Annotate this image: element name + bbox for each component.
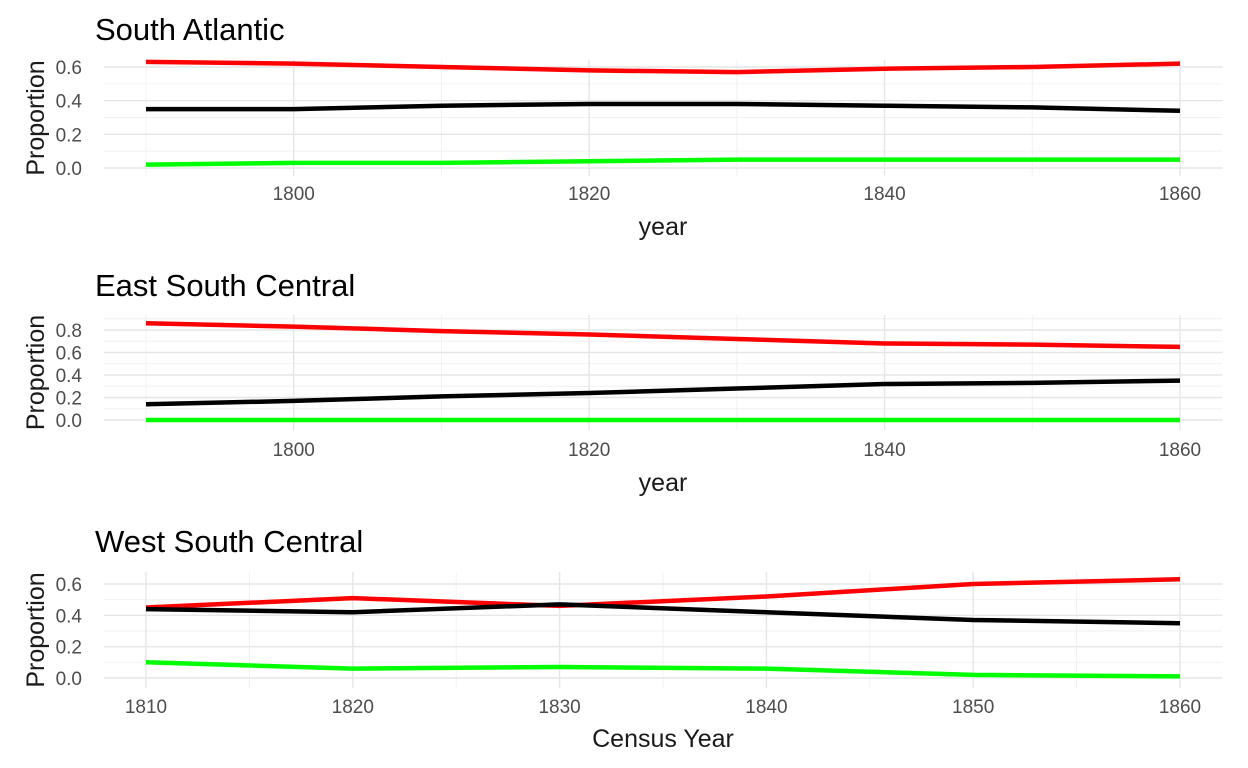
x-tick-label: 1840 (863, 184, 905, 205)
panel-title: West South Central (95, 524, 363, 559)
series-line-1 (145, 577, 1181, 610)
series-line-1 (145, 59, 1181, 75)
y-tick-label: 0.4 (56, 606, 83, 627)
series-line-3 (145, 660, 1181, 679)
x-tick-label: 1800 (273, 440, 315, 461)
y-axis-title: Proportion (22, 315, 50, 430)
x-tick-label: 1840 (863, 440, 905, 461)
x-tick-label: 1800 (273, 184, 315, 205)
x-tick-label: 1820 (568, 440, 610, 461)
x-tick-label: 1820 (332, 697, 374, 718)
x-tick-label: 1820 (568, 184, 610, 205)
series-line-3 (145, 157, 1180, 167)
x-tick-label: 1840 (745, 697, 787, 718)
facet-panel-3: 0.0 0.2 0.4 0.6 1810 1820 1830 1840 1850 1860 West… (22, 524, 1223, 753)
series-line-2 (145, 378, 1181, 407)
x-tick-label: 1830 (538, 697, 580, 718)
series-line-1 (145, 321, 1181, 350)
facet-panel-2: 0.00.20.40.60.8 1800 1820 1840 1860 East Sout… (22, 268, 1223, 497)
series-line-2 (146, 101, 1181, 114)
y-tick-label: 0.2 (56, 125, 82, 146)
y-tick-label: 0.6 (56, 58, 82, 79)
x-axis-title: year (639, 469, 688, 497)
x-tick-label: 1810 (125, 697, 167, 718)
y-tick-label: 0.6 (56, 575, 82, 596)
y-axis-title: Proportion (22, 60, 50, 175)
x-axis-title: year (639, 213, 688, 241)
y-tick-label: 0.2 (56, 638, 82, 659)
y-tick-label: 0.8 (56, 321, 82, 342)
panel-title: East South Central (95, 268, 355, 303)
x-tick-label: 1850 (952, 697, 994, 718)
x-tick-label: 1860 (1159, 697, 1201, 718)
panel-title: South Atlantic (95, 12, 285, 47)
y-tick-label: 0.0 (56, 669, 82, 690)
facet-panel-1: 0.0 0.2 0.4 0.6 1800 1820 1840 1860 South Atlant… (22, 12, 1223, 241)
y-tick-label: 0.2 (56, 389, 82, 410)
x-tick-label: 1860 (1159, 440, 1201, 461)
x-tick-label: 1860 (1159, 184, 1201, 205)
y-tick-label: 0.0 (56, 159, 82, 180)
y-tick-label: 0.4 (56, 366, 83, 387)
series-line-2 (145, 602, 1181, 626)
y-axis-title: Proportion (22, 572, 50, 687)
y-tick-label: 0.0 (56, 411, 82, 432)
x-axis-title: Census Year (592, 725, 734, 753)
y-tick-label: 0.6 (56, 344, 82, 365)
y-tick-label: 0.4 (56, 92, 83, 113)
